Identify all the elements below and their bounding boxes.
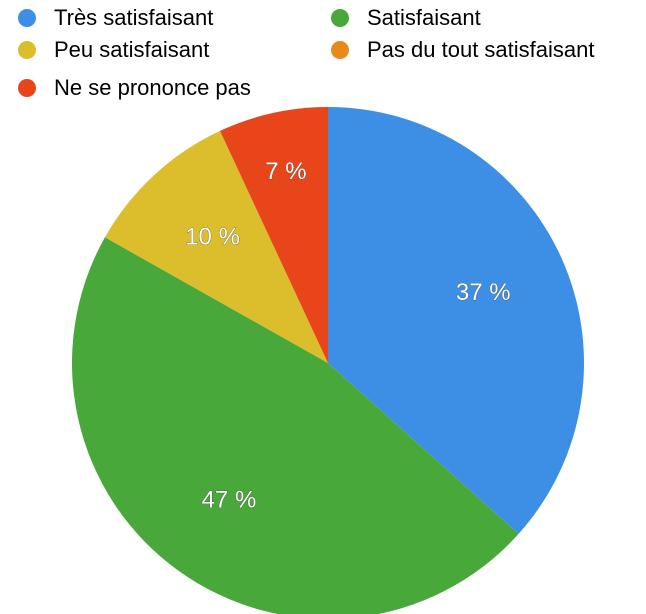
legend-label: Ne se prononce pas (54, 75, 251, 100)
value-label: 37 % (456, 279, 511, 306)
legend-label: Très satisfaisant (54, 5, 213, 30)
pie-slice (328, 107, 584, 534)
legend-label: Satisfaisant (367, 5, 481, 30)
legend-marker (331, 41, 349, 59)
legend-marker (18, 79, 36, 97)
value-label: 7 % (265, 158, 306, 185)
legend-marker (18, 9, 36, 27)
legend-marker (331, 9, 349, 27)
legend-marker (18, 41, 36, 59)
pie-slice (71, 237, 519, 614)
pie-slice (104, 130, 328, 363)
legend-label: Pas du tout satisfaisant (367, 37, 594, 62)
pie-slice (220, 107, 328, 363)
value-label: 47 % (202, 486, 257, 513)
legend-label: Peu satisfaisant (54, 37, 209, 62)
value-label: 10 % (185, 224, 240, 251)
